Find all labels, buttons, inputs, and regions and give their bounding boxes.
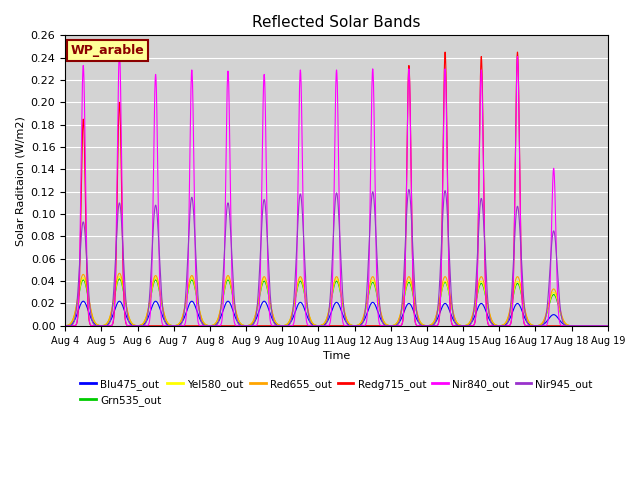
Redg715_out: [126, 323, 134, 329]
Yel580_out: [568, 323, 575, 329]
Nir840_out: [552, 202, 559, 207]
Blu475_out: [126, 320, 134, 326]
Redg715_out: [554, 323, 562, 329]
Line: Grn535_out: Grn535_out: [65, 279, 608, 326]
Yel580_out: [575, 323, 583, 329]
Nir840_out: [554, 297, 561, 302]
Red655_out: [269, 312, 277, 318]
Grn535_out: [61, 323, 69, 329]
Blu475_out: [554, 315, 561, 321]
Grn535_out: [575, 323, 583, 329]
Red655_out: [604, 323, 612, 329]
Redg715_out: [604, 323, 612, 329]
Red655_out: [116, 270, 124, 276]
Yel580_out: [554, 299, 561, 304]
Grn535_out: [568, 323, 575, 329]
Grn535_out: [604, 323, 612, 329]
Nir840_out: [568, 323, 575, 329]
Nir945_out: [554, 273, 561, 279]
Blu475_out: [568, 323, 575, 329]
Redg715_out: [61, 323, 69, 329]
Nir945_out: [401, 254, 408, 260]
Text: WP_arable: WP_arable: [70, 44, 145, 57]
Redg715_out: [441, 49, 449, 55]
Nir945_out: [269, 316, 277, 322]
Line: Nir945_out: Nir945_out: [65, 190, 608, 326]
Line: Blu475_out: Blu475_out: [65, 301, 608, 326]
Line: Nir840_out: Nir840_out: [65, 52, 608, 326]
Redg715_out: [575, 323, 583, 329]
Yel580_out: [116, 274, 124, 279]
Nir945_out: [405, 187, 413, 192]
Red655_out: [554, 296, 561, 302]
Red655_out: [568, 323, 575, 329]
Line: Redg715_out: Redg715_out: [65, 52, 608, 326]
Title: Reflected Solar Bands: Reflected Solar Bands: [252, 15, 420, 30]
Yel580_out: [61, 323, 69, 329]
Grn535_out: [554, 300, 561, 306]
Legend: Blu475_out, Grn535_out, Yel580_out, Red655_out, Redg715_out, Nir840_out, Nir945_: Blu475_out, Grn535_out, Yel580_out, Red6…: [76, 374, 597, 410]
Grn535_out: [552, 293, 559, 299]
Red655_out: [61, 323, 69, 329]
Grn535_out: [116, 276, 124, 282]
Red655_out: [575, 323, 583, 329]
Nir840_out: [604, 323, 612, 329]
Nir840_out: [269, 323, 277, 329]
Nir945_out: [604, 323, 612, 329]
Grn535_out: [401, 291, 409, 297]
Red655_out: [126, 317, 134, 323]
Blu475_out: [61, 323, 69, 329]
Line: Red655_out: Red655_out: [65, 273, 608, 326]
Nir840_out: [61, 323, 69, 329]
Nir945_out: [552, 237, 559, 242]
Y-axis label: Solar Raditaion (W/m2): Solar Raditaion (W/m2): [15, 116, 25, 245]
Red655_out: [401, 288, 409, 293]
Yel580_out: [401, 290, 409, 296]
Blu475_out: [79, 299, 87, 304]
Grn535_out: [126, 318, 134, 324]
Blu475_out: [269, 318, 277, 324]
Redg715_out: [552, 323, 559, 329]
Nir945_out: [126, 321, 134, 327]
Redg715_out: [401, 279, 409, 285]
Blu475_out: [575, 323, 583, 329]
Nir840_out: [116, 49, 124, 55]
Red655_out: [552, 288, 559, 294]
X-axis label: Time: Time: [323, 351, 350, 361]
Nir840_out: [126, 323, 134, 329]
Nir945_out: [61, 323, 69, 329]
Blu475_out: [401, 307, 409, 312]
Yel580_out: [604, 323, 612, 329]
Redg715_out: [134, 323, 141, 329]
Yel580_out: [552, 291, 559, 297]
Blu475_out: [552, 312, 559, 318]
Yel580_out: [269, 313, 277, 319]
Nir840_out: [401, 280, 409, 286]
Nir945_out: [575, 323, 583, 329]
Nir945_out: [568, 323, 575, 329]
Blu475_out: [604, 323, 612, 329]
Redg715_out: [269, 323, 277, 329]
Nir840_out: [575, 323, 583, 329]
Line: Yel580_out: Yel580_out: [65, 276, 608, 326]
Grn535_out: [269, 313, 277, 319]
Yel580_out: [126, 318, 134, 324]
